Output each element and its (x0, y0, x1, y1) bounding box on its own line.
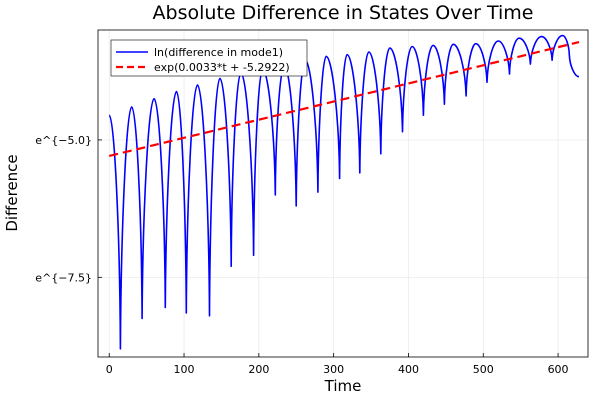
y-axis-label: Difference (3, 154, 21, 231)
x-tick-label: 600 (548, 363, 569, 376)
x-tick-label: 0 (106, 363, 113, 376)
legend-box (110, 39, 308, 77)
x-tick-label: 400 (398, 363, 419, 376)
x-tick-label: 200 (248, 363, 269, 376)
series-line-difference (108, 34, 580, 350)
x-axis-label: Time (324, 377, 362, 395)
legend-label-difference: ln(difference in mode1) (154, 46, 283, 59)
y-tick-label: e^{−7.5} (35, 271, 92, 284)
x-tick-label: 100 (174, 363, 195, 376)
series-layer (108, 34, 580, 350)
x-tick-label: 300 (323, 363, 344, 376)
series-line-fit (108, 41, 580, 158)
x-axis-ticks: 0 100 200 300 400 500 600 (106, 353, 569, 376)
legend-label-fit: exp(0.0033*t + -5.2922) (154, 61, 290, 74)
legend: ln(difference in mode1) exp(0.0033*t + -… (110, 39, 308, 77)
x-tick-label: 500 (473, 363, 494, 376)
y-tick-label: e^{−5.0} (35, 134, 92, 147)
y-axis-ticks: e^{−5.0} e^{−7.5} (35, 134, 102, 284)
plot-frame (97, 29, 589, 358)
chart-title: Absolute Difference in States Over Time (153, 2, 534, 24)
